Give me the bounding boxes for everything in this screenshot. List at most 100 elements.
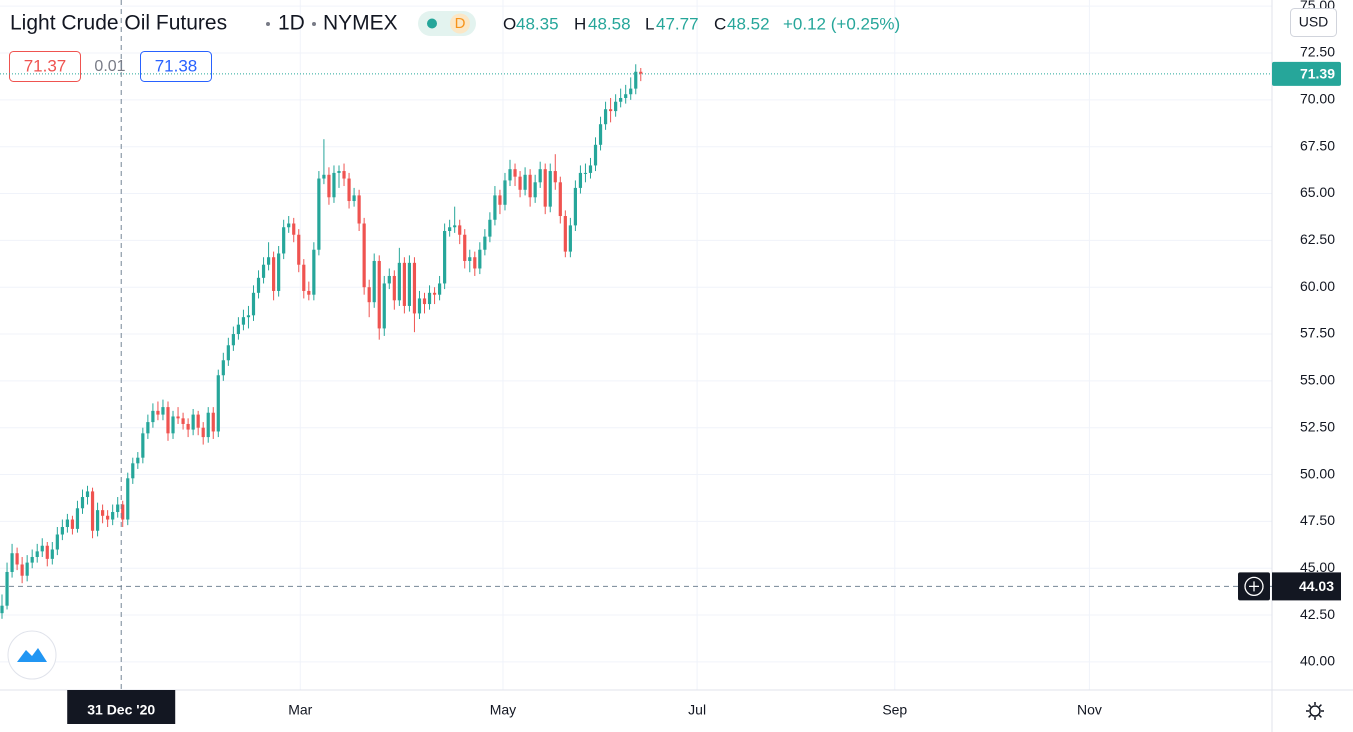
candle-body bbox=[287, 223, 291, 228]
candle-body bbox=[166, 407, 170, 434]
open-value: 48.35 bbox=[516, 14, 559, 33]
candle-body bbox=[619, 97, 623, 102]
candle-body bbox=[563, 216, 567, 252]
candle-body bbox=[45, 545, 49, 559]
candle-body bbox=[407, 262, 412, 306]
candle-body bbox=[367, 287, 371, 303]
candle-body bbox=[126, 478, 130, 520]
x-tick-label: Sep bbox=[882, 702, 907, 718]
high-value: 48.58 bbox=[588, 14, 631, 33]
candle-body bbox=[176, 416, 180, 419]
candle-body bbox=[392, 275, 396, 301]
candle-body bbox=[483, 236, 487, 250]
candle-body bbox=[488, 219, 492, 237]
candle-body bbox=[412, 262, 417, 314]
candle-body bbox=[453, 225, 457, 228]
currency-button[interactable] bbox=[1290, 8, 1337, 37]
candle-body bbox=[55, 534, 59, 550]
candle-body bbox=[478, 249, 482, 269]
candle-body bbox=[397, 262, 401, 301]
candle-body bbox=[181, 418, 185, 424]
candle-body bbox=[236, 324, 241, 335]
crosshair-y-label: 44.03 bbox=[1299, 578, 1334, 594]
candle-body bbox=[50, 549, 54, 559]
candle-body bbox=[312, 249, 316, 295]
y-tick-label: 65.00 bbox=[1300, 184, 1335, 200]
y-tick-label: 42.50 bbox=[1300, 606, 1335, 622]
last-price-box bbox=[1272, 61, 1341, 86]
candle-body bbox=[357, 195, 361, 224]
buy-button[interactable] bbox=[140, 51, 212, 82]
candle-body bbox=[116, 504, 120, 513]
candle-body bbox=[493, 195, 497, 220]
candle-body bbox=[377, 260, 381, 329]
settings-icon[interactable] bbox=[1306, 702, 1324, 720]
candle-body bbox=[523, 174, 527, 190]
candle-body bbox=[437, 283, 442, 295]
x-tick-label: Mar bbox=[288, 702, 312, 718]
candle-body bbox=[106, 515, 110, 520]
candle-body bbox=[136, 457, 140, 464]
close-value: 48.52 bbox=[727, 14, 770, 33]
candle-body bbox=[463, 234, 467, 261]
title: Light Crude Oil Futures bbox=[10, 12, 227, 35]
currency: USD bbox=[1299, 14, 1329, 30]
high-label: H bbox=[574, 14, 586, 33]
status-dot bbox=[427, 18, 437, 29]
y-tick-label: 57.50 bbox=[1300, 325, 1335, 341]
candle-body bbox=[226, 345, 230, 361]
candle-body bbox=[603, 109, 608, 125]
candle-body bbox=[15, 553, 19, 565]
candle-body bbox=[171, 416, 175, 434]
candle-body bbox=[211, 412, 215, 432]
x-tick-label: Jul bbox=[688, 702, 706, 718]
candle-body bbox=[30, 556, 34, 563]
candle-body bbox=[65, 519, 69, 528]
candle-body bbox=[417, 298, 422, 314]
candle-body bbox=[241, 317, 246, 325]
axes: 40.00 42.50 45.00 47.50 50.00 52.50 55.00 57.50… bbox=[288, 0, 1335, 718]
logo-button[interactable] bbox=[7, 630, 57, 680]
candle-body bbox=[402, 262, 406, 306]
candle-body bbox=[548, 171, 552, 207]
candle-body bbox=[473, 257, 477, 269]
buy-price: 71.38 bbox=[155, 56, 198, 75]
candle-body bbox=[634, 71, 638, 89]
candle-body bbox=[206, 412, 210, 438]
candle-body bbox=[432, 292, 437, 295]
candle-body bbox=[246, 315, 251, 318]
candle-body bbox=[151, 410, 155, 423]
crosshair-x-label: 31 Dec '20 bbox=[87, 702, 155, 718]
candle-body bbox=[25, 562, 29, 576]
candle-body bbox=[508, 169, 512, 181]
separator bbox=[312, 22, 316, 26]
candle-body bbox=[40, 545, 44, 552]
candle-body bbox=[513, 169, 517, 177]
exchange: NYMEX bbox=[323, 12, 398, 35]
candle-body bbox=[427, 292, 432, 305]
candle-body bbox=[221, 360, 225, 376]
y-tick-label: 40.00 bbox=[1300, 653, 1335, 669]
candle-body bbox=[568, 225, 572, 252]
y-tick-label: 55.00 bbox=[1300, 372, 1335, 388]
candle-body bbox=[5, 571, 9, 606]
candle-body bbox=[372, 260, 376, 303]
candle-body bbox=[256, 277, 261, 293]
interval: 1D bbox=[278, 12, 305, 35]
candle-body bbox=[216, 375, 220, 432]
candle-body bbox=[583, 172, 588, 174]
candle-body bbox=[75, 508, 80, 529]
x-tick-label: Nov bbox=[1077, 702, 1102, 718]
settings-spokes bbox=[1306, 702, 1324, 720]
candles bbox=[0, 64, 643, 619]
candle-body bbox=[498, 195, 502, 205]
low-label: L bbox=[645, 14, 654, 33]
candle-body bbox=[131, 463, 135, 479]
candle-body bbox=[639, 71, 643, 74]
candle-body bbox=[598, 124, 603, 145]
candle-body bbox=[322, 174, 326, 179]
close-label: C bbox=[714, 14, 726, 33]
candle-body bbox=[347, 178, 351, 202]
